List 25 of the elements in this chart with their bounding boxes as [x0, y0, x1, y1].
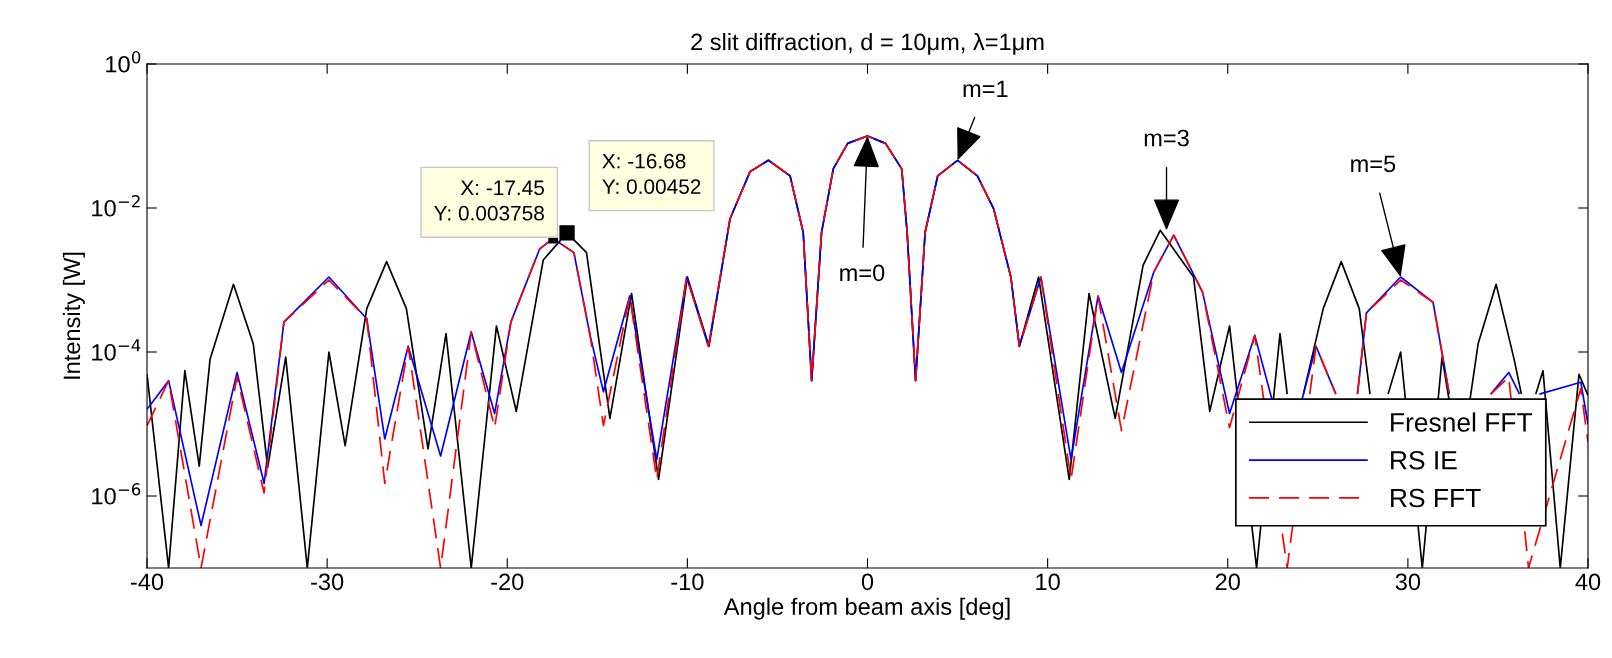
- legend-label: RS IE: [1391, 450, 1457, 470]
- y-tick-label: 10$^{0}$: [106, 51, 141, 73]
- annotation: m=0: [840, 264, 885, 282]
- annotation: m=3: [1144, 129, 1189, 147]
- x-tick-label: -30: [311, 573, 344, 591]
- x-tick-label: -20: [491, 573, 524, 591]
- x-tick-label: 0: [861, 573, 874, 591]
- legend-label: RS FFT: [1391, 488, 1481, 508]
- x-tick-label: 40: [1575, 573, 1601, 591]
- annotation: X: -17.45 Y: 0.003758: [434, 180, 544, 221]
- y-tick-label: 10$^{−2}$: [92, 195, 140, 217]
- y-tick-label: 10$^{−6}$: [92, 483, 141, 505]
- annotation: X: -16.68 Y: 0.00452: [602, 153, 701, 194]
- y-axis-title: Intensity [W]: [62, 252, 85, 379]
- x-axis-title: Angle from beam axis [deg]: [723, 597, 1010, 620]
- annotation: m=1: [963, 80, 1008, 97]
- x-tick-label: 30: [1395, 573, 1421, 591]
- x-tick-label: 10: [1036, 573, 1060, 591]
- x-tick-label: -40: [130, 573, 164, 591]
- chart-title: 2 slit diffraction, d = 10μm, λ=1μm: [691, 33, 1044, 55]
- x-tick-label: 20: [1215, 573, 1240, 591]
- annotation: m=5: [1351, 155, 1396, 173]
- legend-label: Fresnel FFT: [1391, 412, 1532, 432]
- x-tick-label: -10: [671, 573, 704, 591]
- y-tick-label: 10$^{−4}$: [92, 339, 141, 361]
